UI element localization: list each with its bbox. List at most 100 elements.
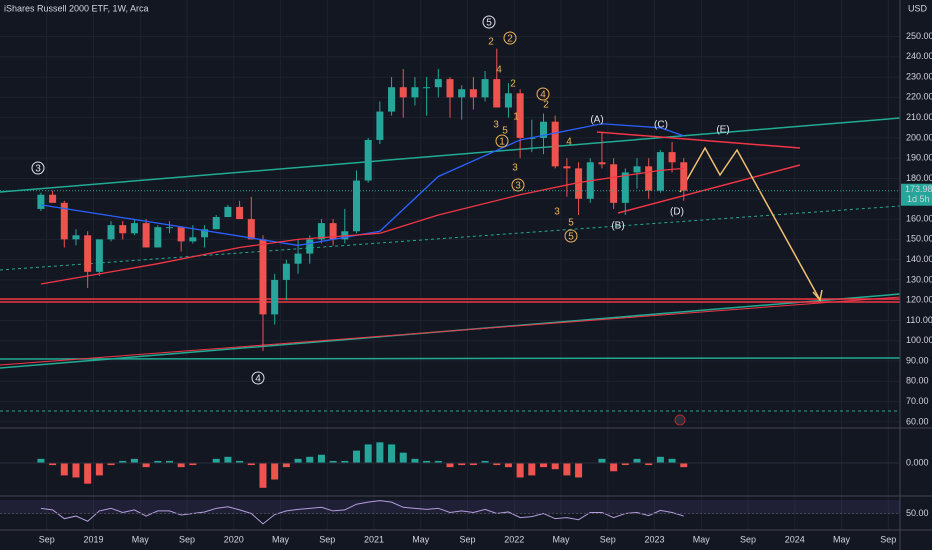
rsi-tick-label: 50.00 [906,508,929,518]
projection-arrow [812,289,823,302]
annotation: 3 [515,181,521,192]
candle-body [364,139,372,181]
candle-body [107,225,115,240]
x-tick-label: 2019 [83,534,103,544]
candle-body [388,87,396,112]
candle-body [504,93,512,108]
trend-line [0,357,901,360]
candle-body [458,89,466,98]
annotation: (C) [654,120,668,131]
rsi-line [40,500,684,525]
triangle-line [596,131,801,149]
annotation: (B) [611,221,624,232]
macd-bar [633,458,641,463]
macd-bar [177,463,185,468]
annotation: 3 [35,164,41,175]
candle-body [633,166,641,173]
macd-bar [130,458,138,463]
annotation: 2 [507,34,513,45]
projection-path [679,146,821,301]
indicator-panels: 0.000 50.00 [0,442,929,525]
macd-bar [645,463,653,466]
annotation: 1 [513,112,519,123]
macd-bar [119,460,127,463]
event-icon[interactable] [674,414,686,426]
y-tick-label: 140.00 [906,254,932,264]
candle-body [423,87,431,89]
macd-bar [259,463,267,488]
candle-body [645,166,653,191]
annotation-circle [495,134,509,148]
y-tick-label: 100.00 [906,335,932,345]
macd-bar [656,456,664,463]
annotation: 2 [543,100,549,111]
candle-body [376,111,384,140]
moving-average [40,167,684,285]
macd-bar [446,463,454,468]
y-tick-label: 220.00 [906,92,932,102]
candle-body [680,162,688,191]
candle-body [282,263,290,280]
annotation-circle [251,371,265,385]
macd-bar [247,463,255,466]
drawings [0,117,901,412]
macd-bar [423,460,431,463]
candles [37,48,688,351]
macd-bar [469,463,477,466]
candle-body [598,162,606,165]
x-tick-label: 2022 [504,534,524,544]
y-tick-label: 110.00 [906,315,932,325]
candle-body [528,137,536,139]
macd-bar [540,463,548,468]
macd-bar [411,458,419,463]
candle-body [271,279,279,315]
candle-body [119,225,127,234]
x-tick-label: Sep [600,534,616,544]
last-price-label: 173.98 [905,184,932,194]
annotation-circle [482,15,496,29]
macd-bar [84,463,92,484]
candle-body [60,202,68,240]
y-tick-label: 150.00 [906,234,932,244]
macd-bar [610,463,618,472]
candle-body [224,206,232,218]
annotation: 2 [510,79,516,90]
annotation: 3 [512,163,518,174]
candle-body [154,227,162,248]
macd-bar [598,458,606,463]
trend-line [0,296,901,366]
x-tick-label: 2020 [224,534,244,544]
candle-body [317,223,325,240]
candle-body [516,93,524,138]
macd-bar [271,463,279,480]
macd-bar [481,460,489,463]
annotation-circle [536,87,550,101]
annotation: 5 [502,126,508,137]
macd-bar [306,456,314,463]
candle-body [656,152,664,191]
candle-body [49,194,57,203]
annotation: (A) [590,115,603,126]
macd-bar [329,460,337,463]
macd-bar [551,463,559,470]
candle-body [469,89,477,98]
candle-body [493,79,501,108]
y-tick-label: 90.00 [906,355,929,365]
currency: USD [908,3,928,13]
annotation: 4 [566,137,572,148]
annotation: 2 [488,37,494,48]
macd-bar [60,463,68,476]
macd-bar [212,458,220,463]
triangle-line [617,164,801,214]
annotation: 4 [540,90,546,101]
candle-body [201,229,209,238]
candle-body [189,237,197,242]
candle-body [72,235,80,240]
macd-bar [37,458,45,463]
candle-body [306,239,314,254]
candle-body [621,172,629,203]
candle-body [329,223,337,240]
y-tick-label: 70.00 [906,396,929,406]
last-price-tag [901,183,932,206]
annotation: (D) [670,207,684,218]
